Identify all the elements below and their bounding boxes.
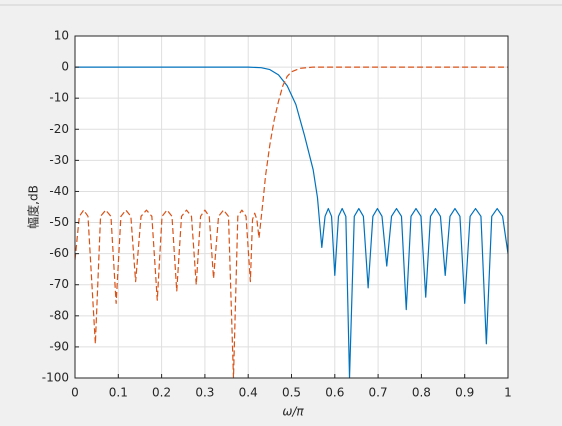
y-tick-label: -10 <box>49 91 69 105</box>
x-tick-label: 1 <box>504 386 512 400</box>
x-tick-label: 0.3 <box>195 386 214 400</box>
y-tick-label: -50 <box>49 215 69 229</box>
series-line <box>75 66 508 379</box>
x-tick-label: 0.7 <box>369 386 388 400</box>
series-line <box>75 66 509 379</box>
y-tick-label: -20 <box>49 122 69 136</box>
x-tick-label: 0.1 <box>109 386 128 400</box>
x-tick-label: 0.8 <box>412 386 431 400</box>
x-tick-label: 0.4 <box>239 386 258 400</box>
y-tick-label: 10 <box>54 29 69 43</box>
x-axis-label: ω/π <box>282 405 304 419</box>
y-tick-label: -80 <box>49 308 69 322</box>
y-tick-label: 0 <box>61 60 69 74</box>
y-tick-label: -70 <box>49 277 69 291</box>
y-tick-label: -30 <box>49 153 69 167</box>
x-tick-label: 0.6 <box>325 386 344 400</box>
x-tick-label: 0 <box>71 386 79 400</box>
y-tick-label: -90 <box>49 339 69 353</box>
y-tick-label: -100 <box>42 371 69 385</box>
ticks: 0 0.1 0.2 0.3 0.4 0.5 0.6 0.7 0.8 0.9 1-100-90-80-… <box>42 29 512 400</box>
x-tick-label: 0.2 <box>152 386 171 400</box>
y-tick-label: -40 <box>49 184 69 198</box>
y-tick-label: -60 <box>49 246 69 260</box>
lines <box>75 66 509 379</box>
y-axis-label: 幅度,dB <box>26 185 41 229</box>
x-tick-label: 0.9 <box>455 386 474 400</box>
x-tick-label: 0.5 <box>282 386 301 400</box>
